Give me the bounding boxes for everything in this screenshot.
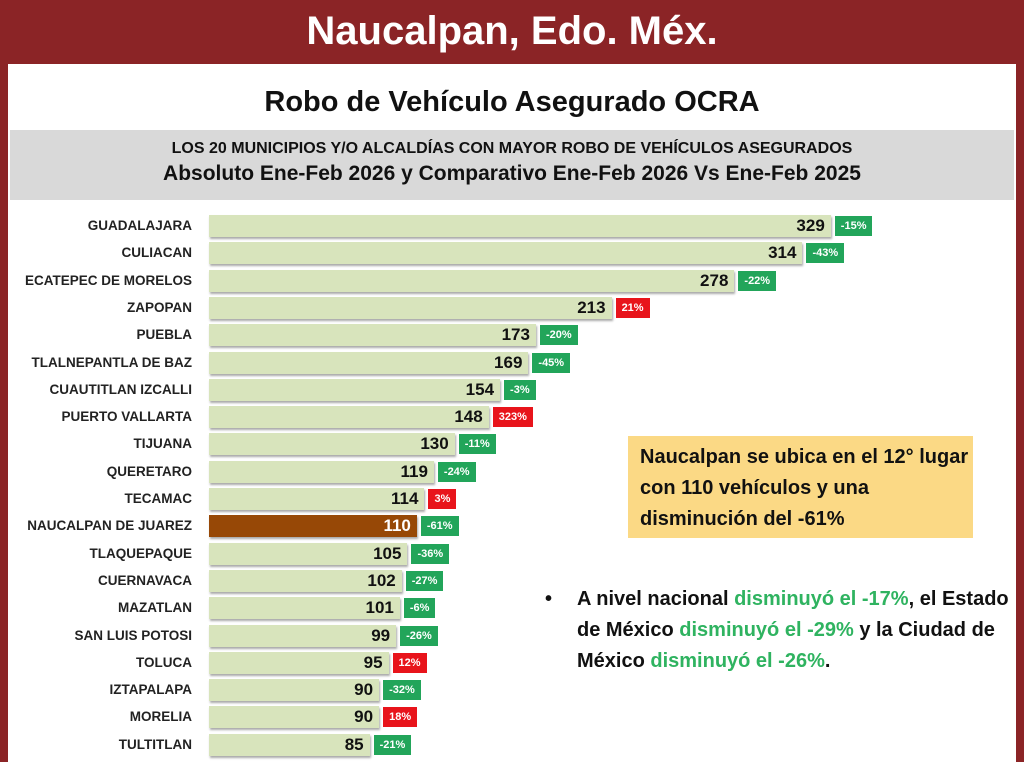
bullet-cdmx: disminuyó el -26%	[650, 650, 825, 672]
bar	[209, 460, 434, 483]
category-label: NAUCALPAN DE JUAREZ	[27, 518, 192, 534]
change-badge: -45%	[532, 352, 571, 373]
bar	[209, 679, 380, 702]
bar	[209, 433, 455, 456]
summary-bullet: • A nivel nacional disminuyó el -17%, el…	[543, 584, 1013, 677]
change-badge: -22%	[738, 270, 777, 291]
page-title: Naucalpan, Edo. Méx.	[306, 8, 718, 53]
change-badge: 323%	[492, 407, 533, 428]
category-label: CULIACAN	[121, 245, 193, 261]
bullet-text: .	[824, 650, 831, 672]
category-label: TULTITLAN	[118, 736, 192, 752]
value-label: 148	[454, 407, 483, 427]
category-label: PUEBLA	[136, 327, 192, 343]
bullet-text: A nivel nacional	[577, 588, 735, 610]
bar	[209, 406, 489, 429]
category-label: MORELIA	[129, 709, 192, 725]
category-label: GUADALAJARA	[87, 218, 192, 233]
category-label: IZTAPALAPA	[109, 682, 193, 698]
category-label: SAN LUIS POTOSI	[74, 627, 192, 643]
bar	[209, 706, 380, 729]
bar	[209, 597, 400, 620]
category-label: TOLUCA	[136, 654, 192, 670]
value-label: 95	[363, 652, 383, 672]
value-label: 314	[768, 243, 797, 263]
bar	[209, 242, 803, 265]
value-label: 130	[420, 434, 449, 454]
value-label: 99	[371, 625, 391, 645]
bullet-text: , el Estado de México	[577, 588, 1009, 641]
bar	[209, 569, 402, 592]
bar	[209, 296, 612, 319]
change-badge: -27%	[405, 570, 444, 591]
category-label: ECATEPEC DE MORELOS	[24, 272, 192, 288]
content-panel: Robo de Vehículo Asegurado OCRA LOS 20 M…	[8, 64, 1016, 762]
category-label: PUERTO VALLARTA	[61, 409, 193, 425]
change-badge: -36%	[411, 543, 450, 564]
chart-title: LOS 20 MUNICIPIOS Y/O ALCALDÍAS CON MAYO…	[171, 140, 853, 157]
value-label: 154	[465, 379, 495, 399]
value-label: 90	[354, 707, 374, 727]
category-label: QUERETARO	[106, 463, 192, 479]
category-label: MAZATLAN	[118, 600, 192, 616]
bar	[209, 378, 501, 401]
change-badge: -11%	[458, 434, 496, 455]
bullet-edomex: disminuyó el -29%	[679, 619, 854, 641]
chart-title-box: LOS 20 MUNICIPIOS Y/O ALCALDÍAS CON MAYO…	[10, 130, 1014, 200]
change-badge: -43%	[806, 243, 845, 264]
category-label: TLAQUEPAQUE	[89, 545, 192, 561]
change-badge: 21%	[615, 297, 650, 318]
value-label: 114	[391, 489, 419, 508]
bar	[209, 733, 370, 756]
bar	[209, 488, 425, 510]
bar	[209, 624, 397, 647]
value-label: 119	[400, 461, 428, 481]
bar	[209, 351, 529, 374]
value-label: 105	[373, 543, 402, 563]
value-label: 101	[365, 598, 394, 618]
change-badge: -61%	[420, 516, 459, 537]
change-badge: 18%	[383, 707, 418, 728]
change-badge: -21%	[373, 734, 412, 755]
bar	[209, 542, 408, 565]
value-label: 329	[796, 216, 825, 235]
bar	[209, 324, 536, 347]
change-badge: 12%	[392, 652, 427, 673]
value-label: 213	[577, 297, 606, 317]
change-badge: -20%	[539, 325, 578, 346]
value-label: 90	[354, 680, 374, 700]
change-badge: -32%	[383, 680, 421, 701]
bar	[209, 515, 417, 538]
change-badge: -3%	[504, 379, 536, 400]
category-label: TIJUANA	[133, 436, 192, 452]
bullet-national: disminuyó el -17%	[734, 588, 909, 610]
change-badge: 3%	[428, 489, 457, 509]
value-label: 173	[501, 325, 530, 345]
value-label: 110	[383, 516, 411, 536]
change-badge: -15%	[834, 216, 873, 236]
value-label: 85	[344, 734, 364, 754]
bullet-dot: •	[545, 588, 553, 610]
category-label: CUERNAVACA	[98, 572, 192, 588]
category-label: CUAUTITLAN IZCALLI	[49, 381, 192, 397]
bar	[209, 215, 831, 237]
slide-subtitle: Robo de Vehículo Asegurado OCRA	[264, 86, 760, 118]
bar	[209, 651, 389, 674]
category-label: TLALNEPANTLA DE BAZ	[31, 354, 192, 370]
change-badge: -24%	[437, 461, 476, 482]
change-badge: -6%	[403, 598, 436, 619]
category-label: TECAMAC	[124, 491, 193, 506]
value-label: 102	[367, 570, 396, 590]
chart-subtitle: Absoluto Ene-Feb 2026 y Comparativo Ene-…	[163, 162, 861, 185]
bullet-text: y la Ciudad de México	[577, 619, 995, 672]
highlight-note: Naucalpan se ubica en el 12° lugar con 1…	[628, 436, 973, 538]
change-badge: -26%	[400, 625, 438, 646]
bar	[209, 269, 735, 292]
category-label: ZAPOPAN	[126, 299, 192, 315]
value-label: 278	[700, 270, 729, 290]
value-label: 169	[494, 352, 523, 372]
